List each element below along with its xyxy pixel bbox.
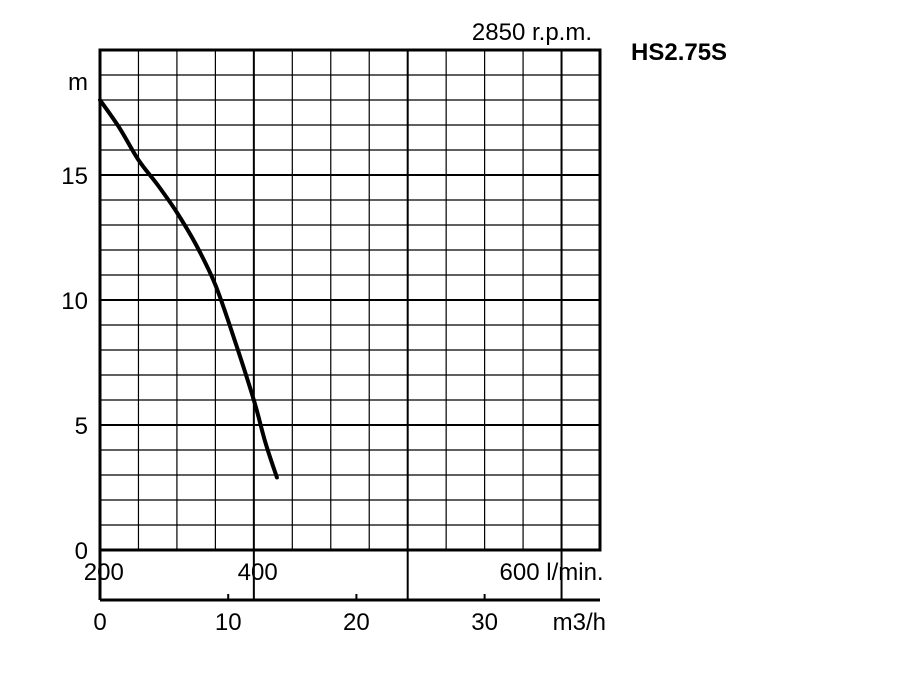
y-tick-label: 0 <box>75 538 88 565</box>
x-tick-labels-lmin: 200 400 600 l/min. <box>84 559 604 586</box>
chart-title: HS2.75S <box>631 39 727 66</box>
x-tick-label-m3h: 10 <box>215 609 242 636</box>
x-tick-labels-m3h: 0 10 20 30 <box>93 609 498 636</box>
x-tick-label-m3h: 20 <box>343 609 370 636</box>
x-tick-label-m3h: 0 <box>93 609 106 636</box>
pump-curve-line <box>98 98 279 480</box>
major-gridlines <box>100 50 600 550</box>
y-tick-label: 10 <box>61 288 88 315</box>
curve-layer <box>98 98 279 480</box>
y-axis-label: m <box>68 69 88 96</box>
x-axis-unit-m3h: m3/h <box>553 609 606 636</box>
plot-frame <box>98 48 602 602</box>
subtitle-rpm: 2850 r.p.m. <box>472 19 592 46</box>
x-tick-label-lmin: 600 l/min. <box>500 559 604 586</box>
x-tick-label-m3h: 30 <box>471 609 498 636</box>
x-tick-label-lmin: 200 <box>84 559 124 586</box>
plot-border <box>98 48 602 552</box>
y-tick-label: 5 <box>75 413 88 440</box>
y-tick-label: 15 <box>61 163 88 190</box>
x-tick-label-lmin: 400 <box>238 559 278 586</box>
y-tick-labels: 0 5 10 15 <box>61 163 88 565</box>
